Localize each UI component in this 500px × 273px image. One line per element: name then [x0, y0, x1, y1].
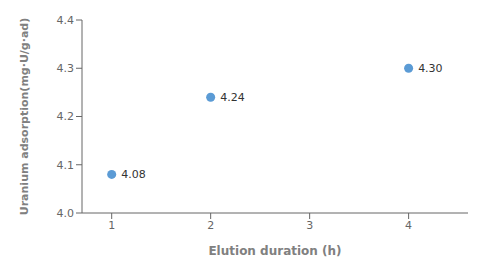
svg-text:3: 3: [306, 219, 313, 232]
svg-text:4.1: 4.1: [57, 159, 75, 172]
svg-text:Elution duration (h): Elution duration (h): [208, 244, 341, 258]
svg-text:4.08: 4.08: [121, 168, 146, 181]
svg-text:4.3: 4.3: [57, 62, 75, 75]
svg-text:2: 2: [207, 219, 214, 232]
svg-text:1: 1: [108, 219, 115, 232]
svg-text:4.0: 4.0: [57, 207, 75, 220]
svg-text:4: 4: [405, 219, 412, 232]
svg-text:4.30: 4.30: [418, 62, 443, 75]
svg-text:4.24: 4.24: [220, 91, 245, 104]
svg-text:4.2: 4.2: [57, 110, 75, 123]
svg-text:Uranium adsorption(mg·U/g·ad): Uranium adsorption(mg·U/g·ad): [18, 18, 31, 216]
svg-text:4.4: 4.4: [57, 14, 75, 27]
